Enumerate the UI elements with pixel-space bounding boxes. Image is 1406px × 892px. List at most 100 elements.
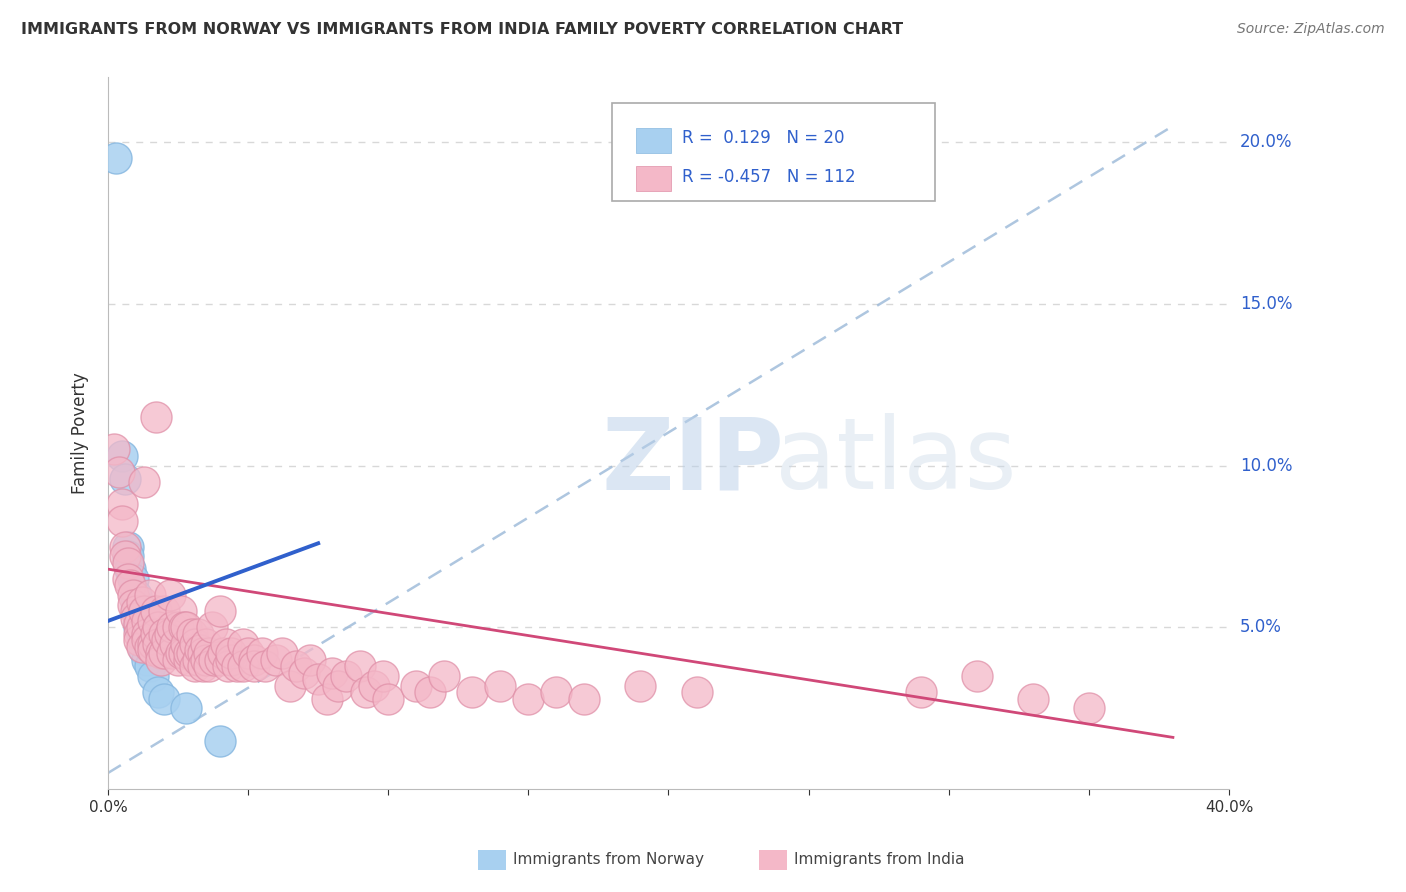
Point	[307, 672, 329, 686]
Text: IMMIGRANTS FROM NORWAY VS IMMIGRANTS FROM INDIA FAMILY POVERTY CORRELATION CHART: IMMIGRANTS FROM NORWAY VS IMMIGRANTS FRO…	[21, 22, 903, 37]
Point	[131, 620, 153, 634]
Point	[405, 679, 427, 693]
Point	[120, 578, 142, 592]
Point	[150, 653, 173, 667]
Point	[292, 665, 315, 680]
Point	[546, 685, 568, 699]
Point	[162, 620, 184, 634]
Point	[125, 610, 148, 624]
Point	[419, 685, 441, 699]
Point	[242, 653, 264, 667]
Point	[187, 627, 209, 641]
Text: R =  0.129   N = 20: R = 0.129 N = 20	[682, 129, 845, 147]
Point	[179, 646, 201, 660]
Point	[215, 636, 238, 650]
Point	[193, 646, 215, 660]
Point	[136, 653, 159, 667]
Point	[198, 659, 221, 673]
Point	[176, 701, 198, 715]
Point	[1077, 701, 1099, 715]
Point	[170, 604, 193, 618]
Point	[966, 669, 988, 683]
Point	[209, 604, 232, 618]
Point	[204, 653, 226, 667]
Point	[114, 472, 136, 486]
Point	[195, 636, 218, 650]
Point	[105, 151, 128, 165]
Point	[685, 685, 707, 699]
Point	[167, 653, 190, 667]
Point	[1022, 691, 1045, 706]
Point	[150, 646, 173, 660]
Point	[179, 653, 201, 667]
Point	[176, 636, 198, 650]
Point	[159, 588, 181, 602]
Point	[117, 540, 139, 554]
Point	[574, 691, 596, 706]
Point	[145, 410, 167, 425]
Point	[270, 646, 292, 660]
Point	[321, 665, 343, 680]
Point	[125, 594, 148, 608]
Point	[139, 659, 162, 673]
Text: Source: ZipAtlas.com: Source: ZipAtlas.com	[1237, 22, 1385, 37]
Point	[910, 685, 932, 699]
Point	[198, 646, 221, 660]
Point	[139, 640, 162, 654]
Point	[489, 679, 512, 693]
Point	[190, 643, 212, 657]
Point	[136, 614, 159, 628]
Point	[145, 627, 167, 641]
Point	[136, 627, 159, 641]
Point	[173, 620, 195, 634]
Point	[315, 691, 337, 706]
Point	[184, 659, 207, 673]
Text: atlas: atlas	[775, 413, 1017, 510]
Point	[125, 604, 148, 618]
Text: 15.0%: 15.0%	[1240, 295, 1292, 313]
Point	[250, 646, 273, 660]
Point	[142, 643, 165, 657]
Point	[128, 620, 150, 634]
Point	[253, 659, 276, 673]
Point	[236, 646, 259, 660]
Point	[122, 598, 145, 612]
Point	[153, 627, 176, 641]
Point	[349, 659, 371, 673]
Point	[371, 669, 394, 683]
Point	[148, 685, 170, 699]
Point	[153, 691, 176, 706]
Text: Immigrants from Norway: Immigrants from Norway	[513, 853, 704, 867]
Point	[136, 633, 159, 648]
Point	[159, 627, 181, 641]
Point	[181, 627, 204, 641]
Point	[111, 449, 134, 463]
Text: ZIP: ZIP	[602, 413, 785, 510]
Point	[195, 653, 218, 667]
Point	[125, 588, 148, 602]
Text: 5.0%: 5.0%	[1240, 618, 1282, 636]
Point	[176, 620, 198, 634]
Point	[131, 627, 153, 641]
Point	[187, 653, 209, 667]
Point	[326, 679, 349, 693]
Point	[156, 633, 179, 648]
Point	[264, 653, 287, 667]
Point	[221, 653, 243, 667]
Point	[134, 475, 156, 489]
Text: 20.0%: 20.0%	[1240, 133, 1292, 151]
Text: 10.0%: 10.0%	[1240, 457, 1292, 475]
Point	[630, 679, 652, 693]
Point	[284, 659, 307, 673]
Point	[212, 646, 235, 660]
Point	[162, 646, 184, 660]
Point	[201, 620, 224, 634]
Point	[218, 659, 240, 673]
Point	[111, 514, 134, 528]
Point	[173, 646, 195, 660]
Point	[165, 636, 187, 650]
Point	[170, 646, 193, 660]
Point	[193, 659, 215, 673]
Point	[145, 604, 167, 618]
Point	[128, 614, 150, 628]
